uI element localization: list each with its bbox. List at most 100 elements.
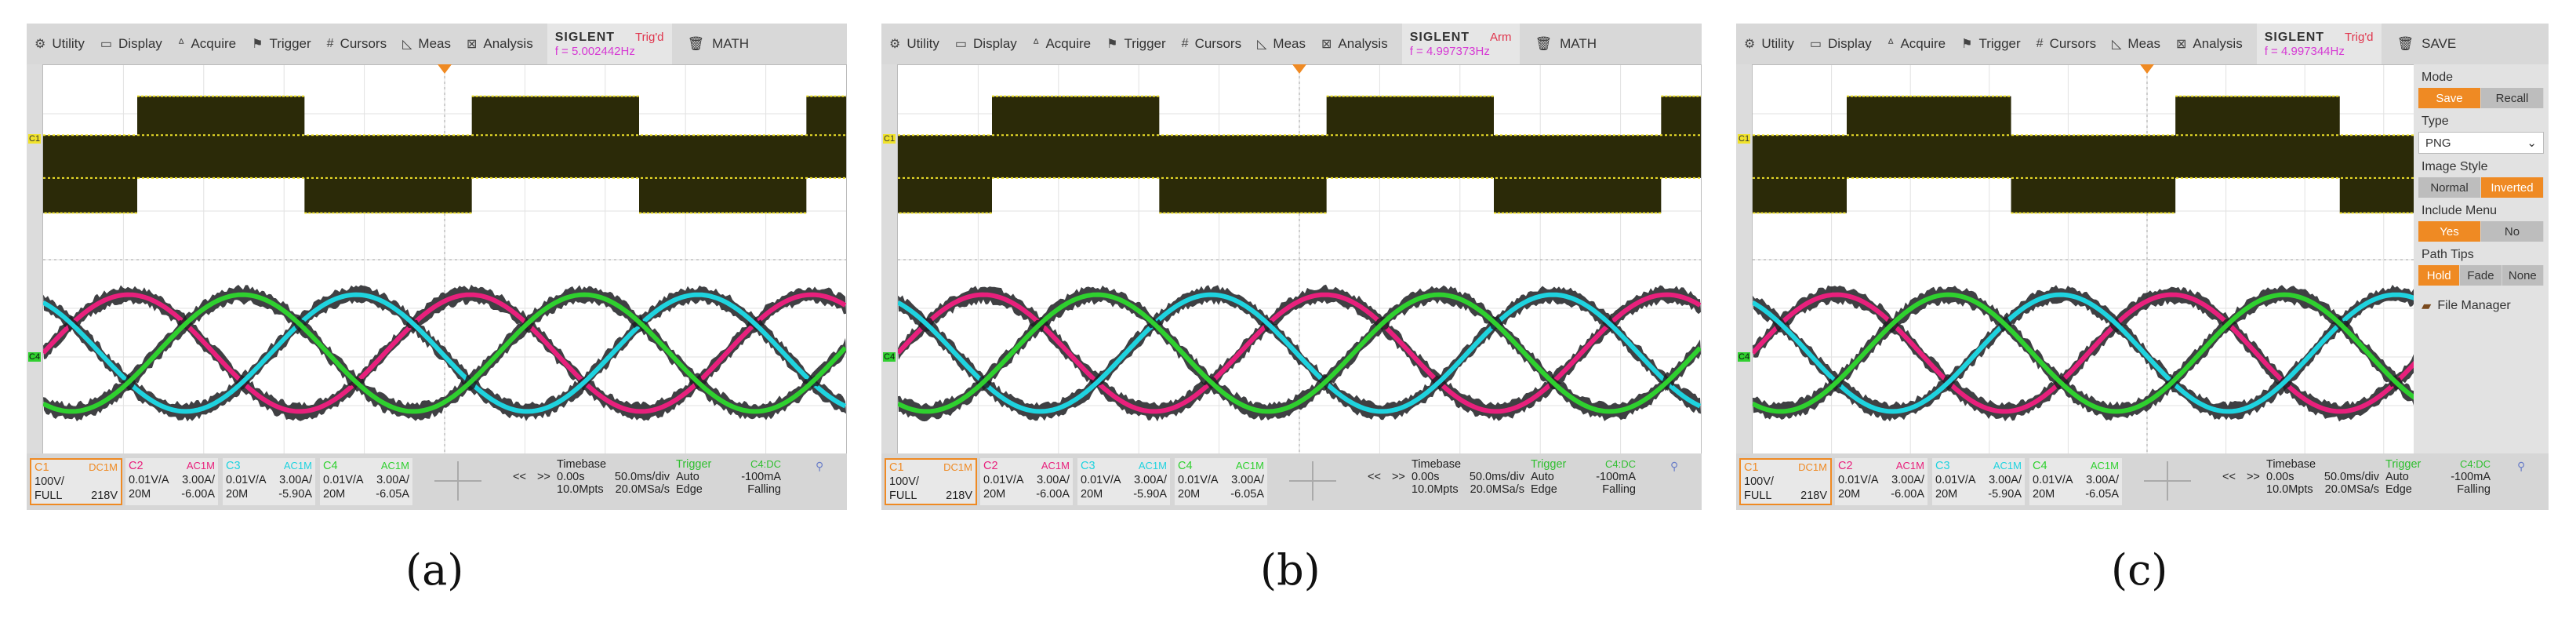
menu-analysis[interactable]: ⊠ Analysis bbox=[1321, 36, 1388, 52]
menu-acquire[interactable]: ᐞ Acquire bbox=[1033, 36, 1091, 52]
trigger-box[interactable]: Trigger C4:DC Auto -100mA Edge Falling bbox=[1531, 458, 1636, 505]
channel-offset: 218V bbox=[1800, 490, 1827, 502]
network-icon[interactable]: ⚲ bbox=[1670, 460, 1679, 472]
ch1-level-marker[interactable]: C1 bbox=[28, 134, 42, 144]
waveform-grid[interactable] bbox=[897, 64, 1702, 455]
menu-display[interactable]: ▭ Display bbox=[955, 36, 1017, 52]
menu-trigger[interactable]: ⚑ Trigger bbox=[1106, 36, 1166, 52]
include-menu-option[interactable]: Yes bbox=[2418, 221, 2481, 242]
display-icon: ▭ bbox=[100, 38, 113, 51]
next-page-button[interactable]: >> bbox=[2246, 471, 2260, 483]
channel-c2-box[interactable]: C2 AC1M 0.01V/A 3.00A/20M -6.00A bbox=[980, 458, 1073, 505]
trigger-position-marker[interactable] bbox=[1292, 64, 1306, 74]
prev-page-button[interactable]: << bbox=[1368, 471, 1381, 483]
menu-analysis[interactable]: ⊠ Analysis bbox=[2176, 36, 2243, 52]
ch1-level-marker[interactable]: C1 bbox=[1738, 134, 1751, 144]
prev-page-button[interactable]: << bbox=[2222, 471, 2236, 483]
menu-analysis[interactable]: ⊠ Analysis bbox=[467, 36, 533, 52]
channel-bandwidth: FULL bbox=[889, 490, 917, 502]
timebase-box[interactable]: Timebase 0.00s 50.0ms/div 10.0Mpts 20.0MSa/s bbox=[2266, 458, 2379, 505]
ch4-level-marker[interactable]: C4 bbox=[883, 352, 896, 362]
mode-selector[interactable]: Save Recall bbox=[2418, 88, 2544, 108]
menu-cursors[interactable]: # Cursors bbox=[327, 36, 387, 52]
next-page-button[interactable]: >> bbox=[1391, 471, 1405, 483]
channel-scale: 100V/ bbox=[35, 475, 64, 488]
trigger-box[interactable]: Trigger C4:DC Auto -100mA Edge Falling bbox=[2385, 458, 2491, 505]
channel-c3-box[interactable]: C3 AC1M 0.01V/A 3.00A/20M -5.90A bbox=[1077, 458, 1170, 505]
path-tips-selector[interactable]: Hold Fade None bbox=[2418, 265, 2544, 286]
waveform-grid[interactable] bbox=[42, 64, 847, 455]
trigger-state: Arm bbox=[1490, 31, 1512, 44]
network-icon[interactable]: ⚲ bbox=[2517, 460, 2526, 472]
image-style-option[interactable]: Normal bbox=[2418, 177, 2481, 198]
type-dropdown[interactable]: PNG ⌄ bbox=[2418, 132, 2544, 154]
channel-coupling: AC1M bbox=[1041, 460, 1070, 472]
next-page-button[interactable]: >> bbox=[536, 471, 550, 483]
menu-display[interactable]: ▭ Display bbox=[1810, 36, 1872, 52]
include-menu-option[interactable]: No bbox=[2481, 221, 2544, 242]
channel-probe: 3.00A/ bbox=[182, 474, 215, 486]
channel-scale: 0.01V/A bbox=[983, 474, 1024, 486]
menu-acquire[interactable]: ᐞ Acquire bbox=[178, 36, 236, 52]
chevron-down-icon: ⌄ bbox=[2527, 137, 2537, 150]
channel-c3-box[interactable]: C3 AC1M 0.01V/A 3.00A/20M -5.90A bbox=[1932, 458, 2025, 505]
function-key[interactable]: 🗑 SAVE bbox=[2397, 36, 2457, 52]
channel-c2-box[interactable]: C2 AC1M 0.01V/A 3.00A/20M -6.00A bbox=[1835, 458, 1927, 505]
include-menu-selector[interactable]: Yes No bbox=[2418, 221, 2544, 242]
menu-trigger[interactable]: ⚑ Trigger bbox=[1961, 36, 2021, 52]
prev-page-button[interactable]: << bbox=[513, 471, 526, 483]
image-style-selector[interactable]: Normal Inverted bbox=[2418, 177, 2544, 198]
ch4-level-marker[interactable]: C4 bbox=[1738, 352, 1751, 362]
ch1-level-marker[interactable]: C1 bbox=[883, 134, 896, 144]
function-key[interactable]: 🗑 MATH bbox=[688, 36, 750, 52]
menu-meas[interactable]: ◺ Meas bbox=[2112, 36, 2160, 52]
path-tips-option[interactable]: Fade bbox=[2460, 265, 2502, 286]
image-style-option[interactable]: Inverted bbox=[2481, 177, 2544, 198]
trigger-position-marker[interactable] bbox=[2140, 64, 2154, 74]
menu-acquire[interactable]: ᐞ Acquire bbox=[1887, 36, 1946, 52]
trigger-box[interactable]: Trigger C4:DC Auto -100mA Edge Falling bbox=[676, 458, 781, 505]
menu-utility[interactable]: ⚙ Utility bbox=[1744, 36, 1794, 52]
trigger-title: Trigger bbox=[1531, 458, 1567, 471]
channel-c1-box[interactable]: C1 DC1M 100V/FULL 218V bbox=[1739, 458, 1832, 505]
menu-display[interactable]: ▭ Display bbox=[100, 36, 162, 52]
menu-utility[interactable]: ⚙ Utility bbox=[889, 36, 939, 52]
channel-c4-box[interactable]: C4 AC1M 0.01V/A 3.00A/20M -6.05A bbox=[1175, 458, 1267, 505]
add-channel-icon[interactable] bbox=[1289, 461, 1336, 501]
menu-meas[interactable]: ◺ Meas bbox=[402, 36, 451, 52]
channel-offset: 218V bbox=[91, 490, 118, 502]
path-tips-option[interactable]: Hold bbox=[2418, 265, 2461, 286]
channel-c4-box[interactable]: C4 AC1M 0.01V/A 3.00A/20M -6.05A bbox=[2029, 458, 2122, 505]
menu-cursors[interactable]: # Cursors bbox=[2036, 36, 2096, 52]
channel-c3-box[interactable]: C3 AC1M 0.01V/A 3.00A/20M -5.90A bbox=[223, 458, 315, 505]
channel-name: C2 bbox=[1838, 460, 1853, 472]
menu-utility[interactable]: ⚙ Utility bbox=[35, 36, 85, 52]
channel-scale: 0.01V/A bbox=[1935, 474, 1976, 486]
channel-c1-box[interactable]: C1 DC1M 100V/FULL 218V bbox=[885, 458, 977, 505]
oscilloscope-screen: ⚙ Utility ▭ Display ᐞ Acquire ⚑ Trigger # Cursors… bbox=[27, 24, 847, 510]
network-icon[interactable]: ⚲ bbox=[816, 460, 824, 472]
trigger-position-marker[interactable] bbox=[438, 64, 452, 74]
menu-meas[interactable]: ◺ Meas bbox=[1257, 36, 1306, 52]
waveform-grid[interactable] bbox=[1752, 64, 2542, 455]
timebase-box[interactable]: Timebase 0.00s 50.0ms/div 10.0Mpts 20.0MSa/s bbox=[1412, 458, 1524, 505]
path-tips-option[interactable]: None bbox=[2502, 265, 2544, 286]
channel-offset: -6.00A bbox=[1891, 488, 1924, 501]
menu-trigger[interactable]: ⚑ Trigger bbox=[252, 36, 311, 52]
channel-c1-box[interactable]: C1 DC1M 100V/FULL 218V bbox=[30, 458, 122, 505]
add-channel-icon[interactable] bbox=[2144, 461, 2191, 501]
add-channel-icon[interactable] bbox=[434, 461, 481, 501]
function-key[interactable]: 🗑 MATH bbox=[1535, 36, 1597, 52]
channel-c2-box[interactable]: C2 AC1M 0.01V/A 3.00A/20M -6.00A bbox=[125, 458, 218, 505]
channel-c4-box[interactable]: C4 AC1M 0.01V/A 3.00A/20M -6.05A bbox=[320, 458, 412, 505]
mode-option[interactable]: Recall bbox=[2481, 88, 2544, 108]
mode-option[interactable]: Save bbox=[2418, 88, 2481, 108]
menu-cursors[interactable]: # Cursors bbox=[1182, 36, 1241, 52]
frequency-readout: f = 4.997344Hz bbox=[2264, 44, 2345, 58]
ch4-level-marker[interactable]: C4 bbox=[28, 352, 42, 362]
file-manager-button[interactable]: ▰ File Manager bbox=[2422, 298, 2549, 314]
timebase-box[interactable]: Timebase 0.00s 50.0ms/div 10.0Mpts 20.0MSa/s bbox=[557, 458, 670, 505]
timebase-depth: 10.0Mpts bbox=[1412, 483, 1459, 496]
status-bar: C1 DC1M 100V/FULL 218V C2 AC1M 0.01V/A 3.00A/20… bbox=[1736, 453, 2549, 510]
trigger-title: Trigger bbox=[2385, 458, 2422, 471]
